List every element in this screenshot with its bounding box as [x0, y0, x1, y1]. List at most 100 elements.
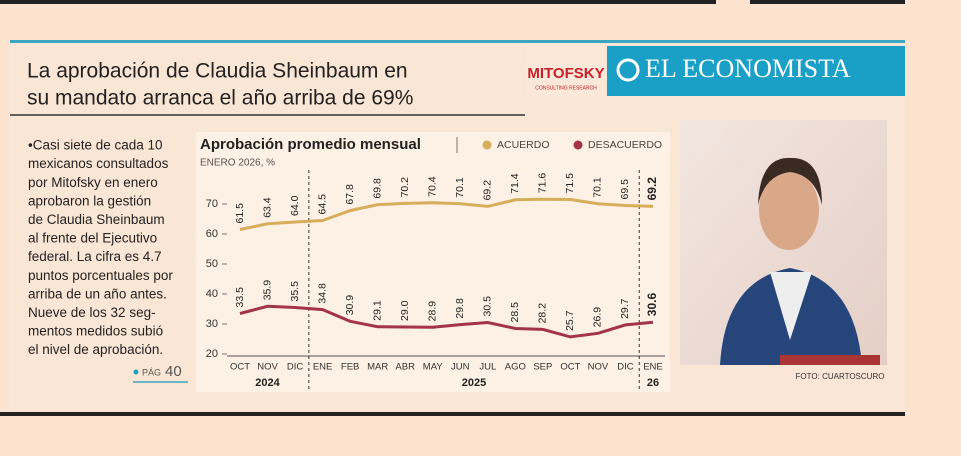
x-tick-label: DIC [617, 362, 634, 373]
value-label: 29.7 [619, 298, 631, 319]
page-ref-dot [133, 369, 139, 375]
value-label: 70.1 [592, 177, 604, 198]
x-tick-label: SEP [533, 362, 552, 373]
series-line [239, 304, 654, 339]
article-line: federal. La cifra es 4.7 [28, 249, 162, 264]
pollster-name: MITOFSKY [527, 65, 604, 82]
pollster-logo [526, 46, 606, 96]
value-label: 69.2 [645, 177, 659, 201]
legend-swatch [573, 140, 583, 150]
value-label: 25.7 [564, 310, 576, 331]
photo-hair [758, 157, 822, 205]
y-tick-label: 60 [206, 228, 218, 240]
value-label: 30.6 [645, 293, 659, 317]
chart-title: Aprobación promedio mensual [200, 136, 421, 153]
x-tick-label: NOV [257, 362, 278, 373]
x-tick-label: OCT [560, 362, 580, 373]
y-tick-label: 20 [206, 348, 218, 360]
x-tick-label: ENE [643, 362, 663, 373]
value-label: 71.5 [564, 173, 576, 194]
article-line: de Claudia Sheinbaum [28, 212, 165, 227]
photo-face [759, 170, 819, 250]
value-label: 69.2 [482, 180, 494, 201]
x-tick-label: ABR [395, 362, 415, 373]
value-label: 28.9 [427, 301, 439, 322]
value-label: 29.8 [454, 298, 466, 319]
page-ref-number: 40 [165, 363, 182, 380]
value-label: 30.9 [344, 295, 356, 316]
x-tick-label: OCT [230, 362, 250, 373]
newspaper-name: EL ECONOMISTA [645, 54, 851, 83]
y-tick-label: 50 [206, 258, 218, 270]
photo-podium [780, 355, 880, 365]
value-label: 64.5 [316, 194, 328, 215]
value-label: 71.4 [509, 173, 521, 194]
value-label: 70.1 [454, 177, 466, 198]
x-group-label: 26 [647, 377, 659, 389]
value-label: 61.5 [234, 203, 246, 224]
photo-credit: FOTO: CUARTOSCURO [796, 372, 885, 381]
panel-top-rule [10, 40, 905, 43]
x-tick-label: NOV [588, 362, 609, 373]
legend-swatch [482, 140, 492, 150]
value-label: 67.8 [344, 184, 356, 205]
value-label: 29.0 [399, 300, 411, 321]
value-label: 69.8 [371, 178, 383, 199]
headline-line: La aprobación de Claudia Sheinbaum en [27, 60, 408, 83]
article-line: mentos medidos subió [28, 324, 163, 339]
x-tick-label: JUN [451, 362, 470, 373]
x-group-label: 2025 [462, 377, 486, 389]
page-ref-label: PÁG [142, 367, 161, 377]
newspaper-logo [607, 46, 905, 96]
value-label: 35.5 [289, 281, 301, 302]
value-label: 35.9 [261, 280, 273, 301]
photo-collar [770, 272, 812, 340]
article-line: •Casi siete de cada 10 [28, 138, 163, 153]
article-line: Nueve de los 32 seg- [28, 305, 156, 320]
photo-figure [720, 157, 880, 365]
value-label: 64.0 [289, 195, 301, 216]
value-label: 70.2 [399, 177, 411, 198]
chart: Aprobación promedio mensual ENERO 2026, … [196, 132, 670, 392]
y-tick-label: 30 [206, 318, 218, 330]
value-label: 63.4 [261, 197, 273, 218]
value-label: 29.1 [371, 300, 383, 321]
article-line: el nivel de aprobación. [28, 342, 163, 357]
y-tick-label: 40 [206, 288, 218, 300]
article-line: puntos porcentuales por [28, 268, 173, 283]
article-line: arriba de un año antes. [28, 286, 167, 301]
value-label: 71.6 [537, 173, 549, 194]
top-rule [750, 0, 905, 4]
legend-label: DESACUERDO [588, 139, 662, 151]
x-tick-label: AGO [505, 362, 526, 373]
pollster-tagline: CONSULTING RESEARCH [535, 85, 597, 91]
newspaper-icon [616, 58, 640, 82]
bottom-rule [0, 412, 905, 416]
value-label: 70.4 [427, 176, 439, 197]
series-line [239, 197, 654, 231]
article: •Casi siete de cada 10 mexicanos consulta… [28, 138, 173, 358]
y-tick-label: 70 [206, 198, 218, 210]
value-label: 34.8 [316, 283, 328, 304]
x-group-label: 2024 [255, 377, 280, 389]
value-label: 69.5 [619, 179, 631, 200]
value-label: 30.5 [482, 296, 494, 317]
headline-line: su mandato arranca el año arriba de 69% [27, 87, 413, 110]
plot-background [196, 132, 670, 392]
article-line: al frente del Ejecutivo [28, 231, 157, 246]
x-tick-label: JUL [479, 362, 496, 373]
value-label: 28.2 [537, 303, 549, 324]
x-tick-label: FEB [341, 362, 359, 373]
x-tick-label: ENE [313, 362, 333, 373]
chart-subtitle: ENERO 2026, % [200, 158, 275, 169]
value-label: 28.5 [509, 302, 521, 323]
legend-label: ACUERDO [497, 139, 550, 151]
article-line: aprobaron la gestión [28, 193, 151, 208]
article-line: mexicanos consultados [28, 156, 169, 171]
x-tick-label: DIC [287, 362, 304, 373]
x-tick-label: MAY [423, 362, 444, 373]
value-label: 26.9 [592, 307, 604, 328]
value-label: 33.5 [234, 287, 246, 308]
